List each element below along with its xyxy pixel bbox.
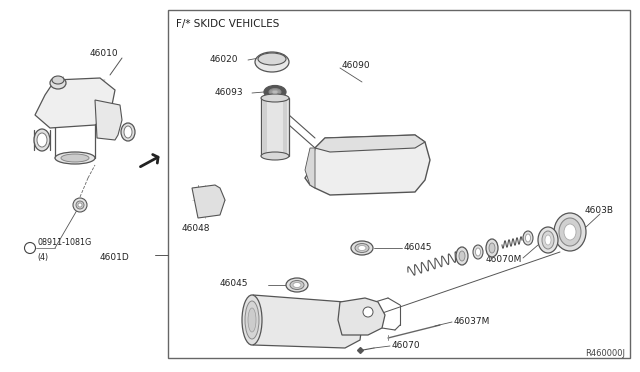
Text: 46093: 46093 — [215, 87, 244, 96]
Ellipse shape — [55, 152, 95, 164]
Ellipse shape — [264, 86, 286, 99]
Ellipse shape — [37, 133, 47, 147]
Ellipse shape — [523, 231, 533, 245]
Ellipse shape — [248, 308, 256, 332]
Circle shape — [73, 198, 87, 212]
Ellipse shape — [351, 241, 373, 255]
Bar — [168, 10, 630, 358]
Ellipse shape — [525, 234, 531, 242]
Ellipse shape — [124, 126, 132, 138]
Text: 46010: 46010 — [90, 48, 118, 58]
Ellipse shape — [355, 244, 369, 253]
Circle shape — [78, 203, 82, 207]
Polygon shape — [305, 148, 315, 188]
Bar — [283, 98, 287, 156]
Ellipse shape — [459, 251, 465, 261]
Ellipse shape — [269, 89, 281, 96]
Ellipse shape — [61, 154, 89, 162]
Ellipse shape — [486, 239, 498, 257]
Polygon shape — [338, 298, 385, 335]
Ellipse shape — [242, 295, 262, 345]
Ellipse shape — [559, 218, 581, 246]
Text: R460000J: R460000J — [585, 349, 625, 358]
Circle shape — [76, 201, 84, 209]
Text: 4603B: 4603B — [585, 205, 614, 215]
Ellipse shape — [34, 129, 50, 151]
Ellipse shape — [258, 53, 286, 65]
Ellipse shape — [293, 282, 301, 288]
Text: 46020: 46020 — [210, 55, 239, 64]
Text: 46070M: 46070M — [486, 256, 522, 264]
Ellipse shape — [538, 227, 558, 253]
Ellipse shape — [121, 123, 135, 141]
Polygon shape — [250, 295, 362, 348]
Ellipse shape — [290, 280, 304, 289]
Polygon shape — [35, 78, 115, 128]
Text: 46045: 46045 — [404, 243, 433, 251]
Text: 46045: 46045 — [220, 279, 248, 289]
Ellipse shape — [542, 231, 554, 249]
Ellipse shape — [255, 52, 289, 72]
Bar — [261, 98, 289, 156]
Polygon shape — [192, 185, 225, 218]
Ellipse shape — [261, 94, 289, 102]
Ellipse shape — [272, 90, 278, 93]
Polygon shape — [315, 135, 425, 152]
Ellipse shape — [554, 213, 586, 251]
Ellipse shape — [286, 278, 308, 292]
Text: (4): (4) — [37, 253, 48, 262]
Text: 4601D: 4601D — [100, 253, 130, 262]
Ellipse shape — [261, 152, 289, 160]
Text: 08911-1081G: 08911-1081G — [37, 238, 92, 247]
Text: F/* SKIDC VEHICLES: F/* SKIDC VEHICLES — [176, 19, 280, 29]
Ellipse shape — [358, 246, 366, 250]
Ellipse shape — [52, 76, 64, 84]
Text: 46090: 46090 — [342, 61, 371, 70]
Circle shape — [24, 243, 35, 253]
Circle shape — [363, 307, 373, 317]
Ellipse shape — [489, 243, 495, 253]
Ellipse shape — [245, 301, 259, 339]
Text: N: N — [28, 245, 33, 251]
Bar — [263, 98, 267, 156]
Ellipse shape — [564, 224, 576, 240]
Ellipse shape — [545, 235, 551, 245]
Ellipse shape — [50, 77, 66, 89]
Text: 46070: 46070 — [392, 341, 420, 350]
Text: 46037M: 46037M — [454, 317, 490, 326]
Ellipse shape — [456, 247, 468, 265]
Ellipse shape — [476, 248, 481, 256]
Ellipse shape — [473, 245, 483, 259]
Text: 46048: 46048 — [182, 224, 211, 232]
Polygon shape — [95, 100, 122, 140]
Polygon shape — [305, 135, 430, 195]
